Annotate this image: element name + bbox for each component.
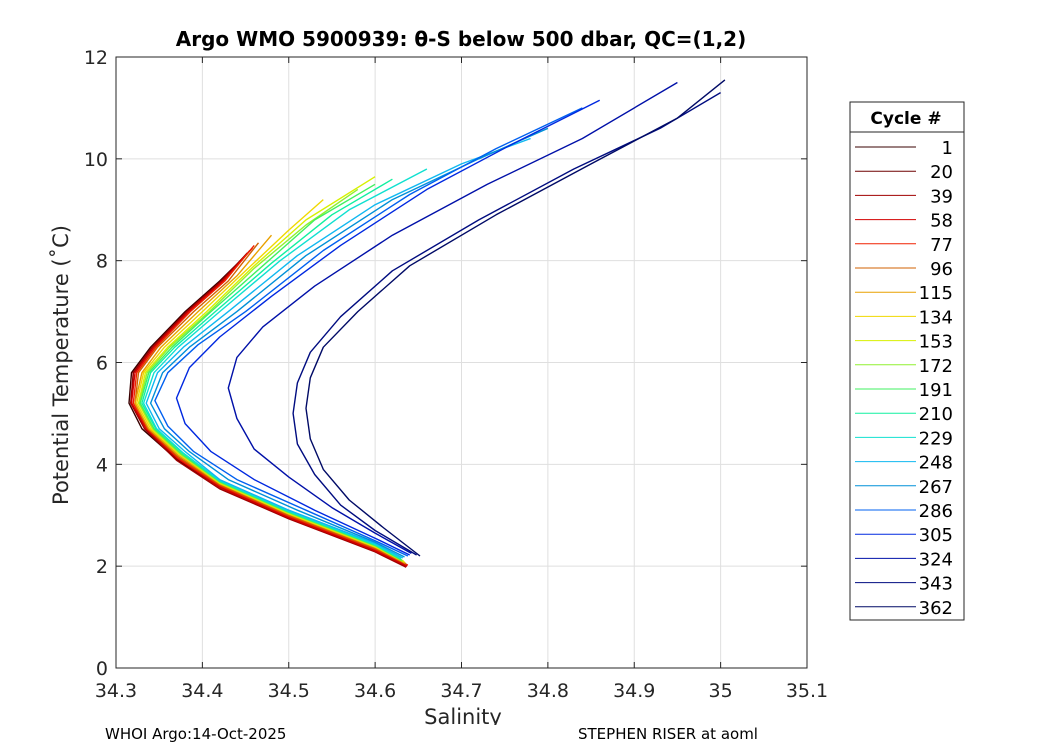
legend-label: 210 <box>919 404 953 425</box>
legend-label: 229 <box>919 428 953 449</box>
series-line <box>227 81 678 555</box>
series-line <box>154 107 583 557</box>
y-tick-label: 8 <box>96 251 108 273</box>
x-tick-label: 34.7 <box>440 680 482 702</box>
legend-box <box>849 101 965 621</box>
y-tick-label: 6 <box>96 353 108 375</box>
series-line <box>292 91 721 556</box>
legend-label: 39 <box>930 186 953 207</box>
legend-label: 172 <box>919 356 953 377</box>
legend-label: 1 <box>942 138 953 159</box>
series-line <box>175 99 601 556</box>
y-axis-ticks: 0 2 4 6 8 10 12 <box>84 47 807 680</box>
x-tick-label: 34.9 <box>613 680 655 702</box>
y-tick-label: 2 <box>96 556 108 578</box>
x-tick-label: 35 <box>709 680 733 702</box>
x-tick-label: 35.1 <box>786 680 828 702</box>
legend-label: 58 <box>930 211 953 232</box>
y-tick-label: 10 <box>84 149 108 171</box>
series-line <box>130 247 408 567</box>
x-tick-label: 34.5 <box>268 680 310 702</box>
legend-label: 343 <box>919 574 953 595</box>
x-axis-label: Salinity <box>424 705 502 725</box>
legend-label: 305 <box>919 525 953 546</box>
y-tick-label: 0 <box>96 658 108 680</box>
legend-entries: 1 20 39 58 77 96 115 134 153 172 191 210 229 248 267 28… <box>855 138 953 619</box>
series-line <box>305 79 726 557</box>
legend-label: 362 <box>919 598 953 619</box>
legend-label: 115 <box>919 283 953 304</box>
y-axis-label: Potential Temperature (˚C) <box>49 225 73 505</box>
legend-title: Cycle # <box>870 109 941 129</box>
chart-title: Argo WMO 5900939: θ-S below 500 dbar, QC… <box>176 27 746 51</box>
theta-s-chart: 34.3 34.4 34.5 34.6 34.7 34.8 34.9 35 35.1 0 2 4 6 8… <box>49 27 965 725</box>
legend-label: 324 <box>919 549 953 570</box>
x-tick-label: 34.4 <box>181 680 223 702</box>
legend-label: 20 <box>930 162 953 183</box>
x-tick-label: 34.8 <box>527 680 569 702</box>
y-tick-label: 4 <box>96 454 108 476</box>
legend-label: 96 <box>930 259 953 280</box>
legend-label: 77 <box>930 235 953 256</box>
x-axis-ticks: 34.3 34.4 34.5 34.6 34.7 34.8 34.9 35 35.1 <box>95 57 828 702</box>
series-line <box>145 137 531 559</box>
legend: Cycle # 1 20 39 58 77 96 115 134 153 172 191 210 229… <box>849 101 965 621</box>
footer-credit: STEPHEN RISER at aoml <box>578 725 758 743</box>
legend-label: 267 <box>919 477 953 498</box>
series-line <box>130 250 407 568</box>
x-tick-label: 34.3 <box>95 680 137 702</box>
series-line <box>132 244 409 566</box>
series-line <box>142 168 428 560</box>
legend-label: 286 <box>919 501 953 522</box>
series-group <box>128 79 726 568</box>
legend-label: 134 <box>919 307 953 328</box>
series-line <box>149 127 549 558</box>
y-tick-label: 12 <box>84 47 108 69</box>
footer-date: WHOI Argo:14-Oct-2025 <box>105 725 287 743</box>
x-tick-label: 34.6 <box>354 680 396 702</box>
legend-label: 248 <box>919 453 953 474</box>
legend-label: 153 <box>919 332 953 353</box>
legend-label: 191 <box>919 380 953 401</box>
